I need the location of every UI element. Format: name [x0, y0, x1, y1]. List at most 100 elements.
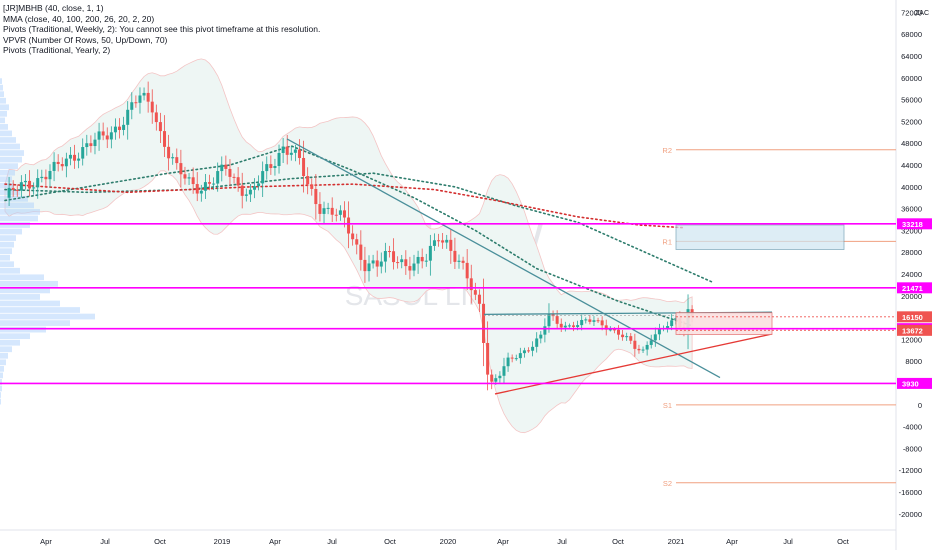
volume-profile-bar — [0, 320, 70, 326]
candle-body — [441, 240, 445, 243]
x-tick-label: Oct — [837, 537, 850, 546]
currency-label: ZAC — [915, 10, 929, 17]
candle-body — [101, 131, 105, 136]
y-tick-label: 64000 — [901, 52, 922, 61]
candle-body — [15, 189, 19, 191]
candle-body — [494, 378, 498, 382]
candle-body — [625, 336, 629, 338]
candle-body — [506, 357, 510, 367]
volume-profile-bar — [0, 143, 20, 150]
y-tick-label: 36000 — [901, 205, 922, 214]
candle-body — [363, 259, 367, 272]
volume-profile-bar — [0, 110, 7, 117]
candle-body — [130, 102, 134, 110]
x-tick-label: Oct — [612, 537, 625, 546]
candle-body — [89, 143, 93, 147]
candle-body — [502, 366, 506, 376]
volume-profile-bar — [0, 137, 16, 143]
indicator-legend: [JR]MBHB (40, close, 1, 1) MMA (close, 4… — [3, 3, 320, 56]
candle-body — [77, 158, 81, 161]
candle-body — [314, 188, 318, 205]
candle-body — [477, 294, 481, 304]
volume-profile-bar — [0, 130, 12, 137]
volume-profile-bar — [0, 333, 30, 340]
candle-body — [518, 353, 522, 359]
candle-body — [596, 320, 600, 322]
candle-body — [461, 260, 465, 263]
candle-body — [179, 163, 183, 175]
candle-body — [567, 325, 571, 327]
candle-body — [330, 207, 334, 215]
candle-body — [657, 328, 661, 335]
candle-body — [154, 112, 158, 123]
candle-body — [653, 334, 657, 341]
y-tick-label: 68000 — [901, 30, 922, 39]
candle-body — [175, 157, 179, 164]
candle-body — [134, 102, 138, 104]
indicator-line[interactable]: Pivots (Traditional, Yearly, 2) — [3, 45, 111, 55]
indicator-line[interactable]: Pivots (Traditional, Weekly, 2): You can… — [3, 24, 321, 34]
y-tick-label: 32000 — [901, 226, 922, 235]
candle-body — [576, 325, 580, 327]
indicator-line[interactable]: MMA (close, 40, 100, 200, 26, 20, 2, 20) — [3, 13, 155, 24]
candle-body — [670, 320, 674, 327]
volume-profile-bar — [0, 150, 24, 156]
volume-profile-bar — [0, 274, 44, 281]
candle-body — [52, 161, 56, 171]
candle-body — [612, 329, 616, 331]
candle-body — [396, 262, 400, 264]
volume-profile-bar — [0, 228, 22, 235]
x-tick-label: 2021 — [668, 537, 685, 546]
candle-body — [199, 190, 203, 194]
candle-body — [551, 313, 555, 317]
candle-body — [637, 348, 641, 351]
x-tick-label: 2019 — [214, 537, 231, 546]
candle-body — [608, 329, 612, 331]
x-tick-label: Apr — [497, 537, 509, 546]
candle-body — [220, 164, 224, 172]
candle-body — [543, 326, 547, 335]
candle-body — [81, 147, 85, 159]
candle-body — [105, 135, 109, 140]
price-label-box — [897, 218, 932, 230]
candle-body — [367, 263, 371, 272]
candle-body — [257, 183, 261, 187]
volume-profile-bar — [0, 307, 80, 313]
volume-profile-bar — [0, 379, 2, 385]
candle-body — [297, 149, 301, 158]
candle-body — [306, 176, 310, 185]
volume-profile — [0, 78, 95, 405]
indicator-line[interactable]: [JR]MBHB (40, close, 1, 1) — [3, 3, 104, 13]
candle-body — [232, 176, 236, 178]
candle-body — [527, 350, 531, 352]
volume-profile-bar — [0, 267, 20, 274]
y-tick-label: 44000 — [901, 161, 922, 170]
candle-body — [416, 256, 420, 264]
price-label: 3930 — [902, 379, 919, 388]
volume-profile-bar — [0, 287, 50, 294]
x-tick-label: Oct — [154, 537, 167, 546]
volume-profile-bar — [0, 91, 4, 98]
y-tick-label: 12000 — [901, 335, 922, 344]
candle-body — [261, 171, 265, 184]
candle-body — [109, 132, 113, 140]
y-tick-label: 48000 — [901, 139, 922, 148]
candle-body — [212, 183, 216, 185]
candle-body — [547, 313, 551, 327]
candle-body — [486, 342, 490, 375]
candle-body — [600, 320, 604, 326]
candle-body — [559, 323, 563, 328]
volume-profile-bar — [0, 300, 60, 307]
candle-body — [400, 259, 404, 263]
volume-profile-bar — [0, 392, 1, 398]
candle-body — [48, 170, 52, 180]
x-tick-label: Apr — [40, 537, 52, 546]
candle-body — [531, 346, 535, 351]
volume-profile-bar — [0, 163, 18, 170]
price-label-box — [897, 377, 932, 389]
candle-body — [122, 124, 126, 130]
volume-profile-bar — [0, 215, 38, 222]
indicator-line[interactable]: VPVR (Number Of Rows, 50, Up/Down, 70) — [3, 34, 168, 45]
